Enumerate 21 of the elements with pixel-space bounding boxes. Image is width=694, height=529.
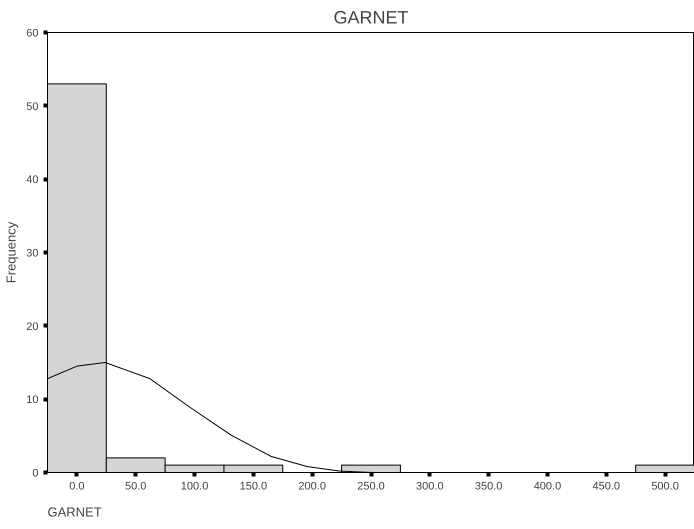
y-axis-title: Frequency [3, 221, 18, 284]
y-tick-label: 60 [26, 28, 39, 40]
x-tick-label: 250.0 [357, 480, 385, 492]
y-tick-label: 0 [32, 468, 39, 480]
y-tick-label: 30 [26, 248, 39, 260]
chart-title: GARNET [333, 8, 409, 28]
x-tick-label: 50.0 [125, 480, 146, 492]
y-tick-label: 20 [26, 320, 39, 333]
x-axis-title: GARNET [48, 504, 102, 520]
x-tick-label: 200.0 [298, 480, 326, 492]
y-tick-label: 10 [26, 394, 39, 406]
y-tick-label: 50 [26, 100, 39, 113]
x-tick-label: 0.0 [69, 480, 85, 492]
x-tick-label: 350.0 [474, 480, 502, 492]
x-tick-label: 150.0 [240, 480, 268, 492]
x-tick-label: 300.0 [416, 480, 444, 492]
x-tick-label: 500.0 [651, 480, 679, 492]
x-tick-label: 100.0 [180, 480, 208, 492]
x-tick-label: 400.0 [534, 480, 562, 492]
x-tick-label: 450.0 [592, 480, 620, 492]
y-tick-label: 40 [26, 174, 39, 186]
